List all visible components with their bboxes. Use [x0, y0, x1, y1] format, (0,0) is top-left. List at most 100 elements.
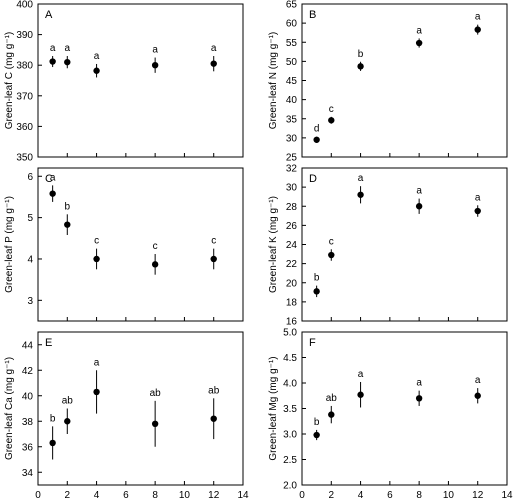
significance-label: c: [329, 236, 334, 247]
significance-label: a: [65, 43, 71, 54]
significance-label: a: [475, 192, 481, 203]
y-tick-label: 26: [286, 221, 298, 232]
significance-label: ab: [62, 396, 74, 407]
y-tick-label: 40: [286, 95, 298, 106]
significance-label: a: [416, 378, 422, 389]
y-tick-label: 45: [286, 76, 298, 87]
data-point: [49, 58, 56, 65]
y-tick-label: 22: [286, 259, 298, 270]
x-tick-label: 8: [152, 490, 158, 501]
data-point: [49, 190, 56, 197]
data-point: [210, 255, 217, 263]
y-tick-label: 380: [16, 61, 33, 72]
data-point: [313, 136, 320, 143]
panel-f: 2.0 2.5 3.0 3.5 4.0 4.5 5.0 0 2 4 6 8 10 12 14 F Green-l…: [268, 328, 513, 502]
y-tick-label: 30: [286, 133, 298, 144]
significance-label: b: [50, 413, 56, 424]
y-tick-label: 38: [22, 417, 34, 428]
x-tick-label: 4: [358, 490, 364, 501]
significance-label: a: [416, 25, 422, 36]
plot-frame: [37, 167, 244, 322]
y-axis-title: Green-leaf C (mg g⁻¹): [4, 32, 15, 130]
y-tick-label: 360: [16, 122, 33, 133]
data-point: [49, 439, 56, 447]
x-tick-label: 6: [387, 490, 393, 501]
y-tick-label: 60: [286, 19, 298, 30]
y-axis-title: Green-leaf Ca (mg g⁻¹): [4, 357, 15, 460]
panel-letter: B: [309, 9, 316, 21]
data-point: [328, 411, 335, 418]
y-tick-label: 55: [286, 38, 298, 49]
y-tick-label: 390: [16, 30, 33, 41]
significance-label: a: [50, 172, 56, 183]
panel-letter: D: [309, 173, 317, 185]
x-tick-label: 10: [179, 490, 191, 501]
significance-label: a: [475, 12, 481, 23]
data-point: [210, 415, 217, 422]
data-point: [415, 203, 423, 210]
x-tick-label: 12: [472, 490, 484, 501]
x-tick-label: 6: [123, 490, 129, 501]
data-point: [357, 391, 364, 398]
data-point: [151, 61, 159, 69]
significance-label: a: [358, 369, 364, 380]
panel-letter: F: [309, 337, 316, 349]
data-point: [357, 63, 364, 70]
x-tick-label: 0: [35, 490, 41, 501]
y-tick-label: 50: [286, 57, 298, 68]
data-point: [151, 261, 159, 268]
data-point: [328, 117, 335, 124]
panel-letter: C: [45, 173, 53, 185]
y-tick-label: 3.5: [283, 404, 297, 415]
significance-label: a: [94, 357, 100, 368]
y-tick-label: 350: [16, 153, 33, 164]
plot-frame: [301, 331, 508, 486]
significance-label: ab: [150, 388, 162, 399]
x-tick-label: 2: [329, 490, 335, 501]
panel-a: 350 360 370 380 390 400 A Green-leaf C (mg g⁻¹)…: [4, 0, 244, 164]
significance-label: b: [358, 49, 364, 60]
data-point: [151, 420, 159, 427]
panel-c: 3 4 5 6 C Green-leaf P (mg g⁻¹) a b c c c: [4, 167, 244, 322]
y-tick-label: 35: [286, 114, 298, 125]
significance-label: c: [329, 104, 334, 115]
data-point: [313, 288, 320, 295]
data-point: [474, 26, 481, 33]
x-tick-label: 14: [501, 490, 513, 501]
y-tick-label: 370: [16, 91, 33, 102]
y-tick-label: 16: [286, 317, 298, 328]
y-tick-label: 4.0: [283, 379, 297, 390]
data-point: [415, 395, 423, 402]
significance-label: a: [475, 375, 481, 386]
y-tick-label: 36: [22, 442, 34, 453]
panel-letter: E: [45, 337, 52, 349]
data-point: [474, 392, 481, 399]
y-tick-label: 5.0: [283, 328, 297, 339]
data-point: [93, 388, 100, 396]
data-point: [64, 221, 71, 228]
y-tick-label: 18: [286, 297, 298, 308]
significance-label: a: [211, 43, 217, 54]
significance-label: ab: [208, 385, 220, 396]
x-tick-label: 8: [416, 490, 422, 501]
y-tick-label: 5: [27, 213, 33, 224]
significance-label: c: [94, 236, 99, 247]
y-tick-label: 3: [27, 296, 33, 307]
significance-label: d: [314, 124, 320, 135]
data-point: [210, 60, 217, 67]
x-tick-label: 4: [94, 490, 100, 501]
y-tick-label: 32: [286, 164, 298, 175]
y-tick-label: 65: [286, 0, 298, 11]
y-axis-title: Green-leaf N (mg g⁻¹): [268, 32, 279, 130]
panel-letter: A: [45, 9, 53, 21]
data-point: [313, 431, 320, 439]
panel-b: 25 30 35 40 45 50 55 60 65 B Green-leaf N (mg g⁻¹)…: [268, 0, 508, 164]
x-tick-label: 12: [208, 490, 220, 501]
y-tick-label: 42: [22, 366, 34, 377]
y-tick-label: 34: [22, 468, 34, 479]
significance-label: a: [50, 43, 56, 54]
significance-label: c: [211, 236, 216, 247]
significance-label: a: [416, 186, 422, 197]
data-point: [357, 191, 364, 198]
